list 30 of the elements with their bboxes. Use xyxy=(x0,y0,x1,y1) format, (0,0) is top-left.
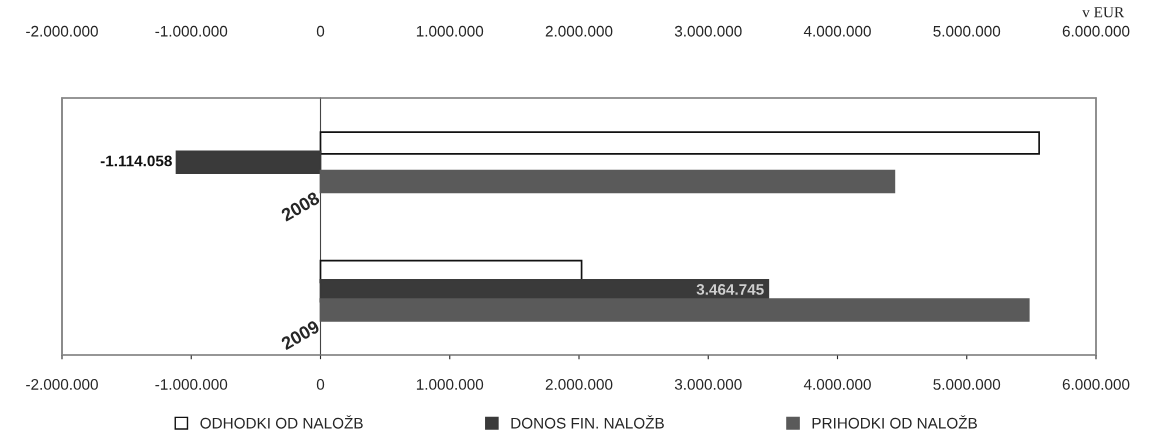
x-tick-label: 0 xyxy=(316,379,325,390)
x-tick-label: 3.000.000 xyxy=(674,379,742,390)
x2-tick-label: 1.000.000 xyxy=(416,25,484,37)
bar xyxy=(175,150,322,175)
text: v EUR xyxy=(1082,7,1125,18)
x-tick-label: 5.000.000 xyxy=(933,379,1001,390)
bar xyxy=(319,169,896,194)
x2-tick-label: 6.000.000 xyxy=(1062,25,1130,37)
bar xyxy=(319,298,1030,322)
legend-label: PRIHODKI OD NALOŽB xyxy=(812,415,977,429)
x-tick-label: 6.000.000 xyxy=(1062,379,1130,390)
x2-tick-label: -1.000.000 xyxy=(155,25,228,37)
x2-tick-label: 0 xyxy=(316,25,325,37)
bar xyxy=(319,131,1040,155)
y-tick-label: 2008 xyxy=(280,191,321,222)
x-tick-label: -2.000.000 xyxy=(26,379,98,390)
legend-label: ODHODKI OD NALOŽB xyxy=(200,415,363,429)
x-tick-label: 4.000.000 xyxy=(803,379,871,390)
x2-tick-label: -2.000.000 xyxy=(26,25,98,37)
data-label: 3.464.745 xyxy=(696,284,764,295)
x-tick-label: -1.000.000 xyxy=(155,379,228,390)
data-label: -1.114.058 xyxy=(100,155,172,167)
x-tick-label: 1.000.000 xyxy=(416,379,484,390)
x2-tick-label: 2.000.000 xyxy=(545,25,613,37)
y-tick-label: 2009 xyxy=(280,319,321,351)
x2-tick-label: 5.000.000 xyxy=(933,25,1001,37)
legend-label: DONOS FIN. NALOŽB xyxy=(511,415,664,429)
x2-tick-label: 4.000.000 xyxy=(803,25,871,37)
x2-tick-label: 3.000.000 xyxy=(674,25,742,37)
x-tick-label: 2.000.000 xyxy=(545,379,613,390)
